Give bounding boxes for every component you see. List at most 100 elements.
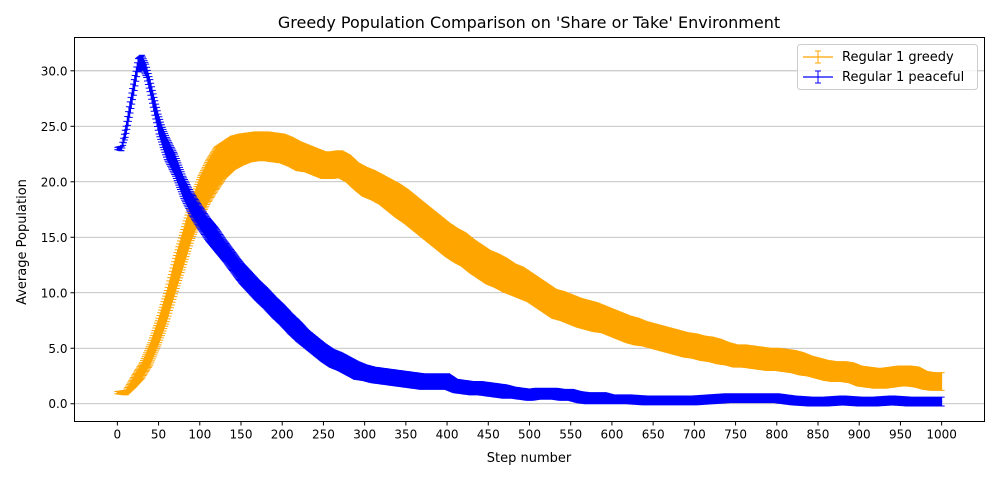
data-point (429, 380, 432, 383)
data-point (875, 377, 877, 379)
data-point (421, 380, 423, 383)
data-point (454, 244, 456, 246)
data-point (652, 335, 654, 337)
data-point (636, 331, 638, 333)
data-point (364, 181, 366, 183)
data-point (825, 369, 827, 372)
data-point (166, 305, 168, 307)
series-0 (114, 131, 945, 396)
data-point (512, 278, 514, 281)
y-tick-label: 0.0 (48, 397, 67, 411)
data-point (693, 345, 695, 347)
data-point (479, 387, 481, 389)
data-point (487, 388, 489, 390)
data-point (153, 105, 156, 107)
x-tick-label: 650 (642, 428, 665, 442)
data-point (314, 345, 316, 347)
data-point (578, 396, 580, 398)
x-tick-label: 200 (271, 428, 294, 442)
data-point (240, 272, 242, 274)
data-point (339, 163, 341, 165)
data-point (603, 318, 605, 320)
data-point (842, 399, 844, 402)
data-point (388, 194, 390, 196)
data-point (462, 386, 465, 388)
data-point (693, 399, 695, 402)
data-point (281, 147, 283, 150)
data-point (355, 369, 358, 372)
x-tick-label: 150 (230, 428, 253, 442)
data-point (421, 218, 423, 221)
data-point (817, 367, 819, 369)
data-point (710, 348, 712, 350)
data-point (916, 376, 918, 378)
data-point (355, 175, 358, 177)
data-point (611, 322, 613, 324)
data-point (883, 377, 885, 379)
data-point (347, 365, 349, 367)
x-tick-label: 0 (114, 428, 122, 442)
data-point (141, 369, 143, 372)
x-tick-label: 100 (188, 428, 211, 442)
data-point (941, 400, 943, 403)
data-point (932, 380, 934, 383)
data-point (504, 390, 506, 393)
y-tick-label: 30.0 (41, 64, 68, 78)
data-point (528, 286, 531, 288)
data-point (751, 356, 753, 358)
x-tick-label: 50 (151, 428, 166, 442)
data-point (586, 314, 588, 316)
data-point (471, 255, 473, 257)
x-tick-label: 300 (353, 428, 376, 442)
data-point (578, 312, 580, 314)
data-point (322, 164, 325, 166)
data-point (677, 342, 679, 344)
data-point (207, 228, 209, 231)
data-point (380, 375, 382, 377)
data-point (627, 328, 630, 330)
data-point (125, 392, 127, 394)
data-point (710, 398, 712, 400)
data-point (339, 360, 341, 363)
data-point (331, 357, 333, 359)
data-point (446, 238, 448, 241)
data-point (298, 155, 300, 157)
y-tick-label: 25.0 (41, 120, 68, 134)
data-point (858, 375, 860, 377)
data-point (899, 375, 902, 377)
data-point (157, 123, 160, 125)
data-point (125, 131, 127, 133)
data-point (627, 398, 630, 400)
data-point (215, 238, 217, 241)
x-tick-label: 600 (600, 428, 623, 442)
data-point (537, 292, 539, 294)
data-point (784, 398, 786, 400)
data-point (166, 147, 168, 150)
data-point (660, 337, 662, 339)
data-point (289, 151, 292, 153)
data-point (462, 248, 465, 251)
data-point (190, 203, 193, 205)
data-point (248, 281, 250, 283)
data-point (644, 333, 646, 335)
data-point (520, 282, 522, 284)
data-point (223, 158, 226, 161)
data-point (866, 376, 869, 378)
series-1 (114, 54, 945, 407)
data-point (438, 380, 440, 383)
data-point (281, 314, 283, 316)
data-point (446, 380, 448, 383)
data-point (570, 394, 572, 396)
data-point (561, 394, 564, 396)
data-point (397, 200, 399, 202)
data-point (850, 372, 852, 374)
data-point (570, 308, 572, 311)
data-point (611, 398, 613, 400)
data-point (120, 147, 123, 150)
data-point (545, 297, 547, 299)
legend: Regular 1 greedy Regular 1 peaceful (797, 44, 978, 90)
data-point (891, 376, 893, 378)
data-point (413, 212, 415, 214)
data-point (743, 397, 745, 399)
data-point (537, 393, 539, 395)
